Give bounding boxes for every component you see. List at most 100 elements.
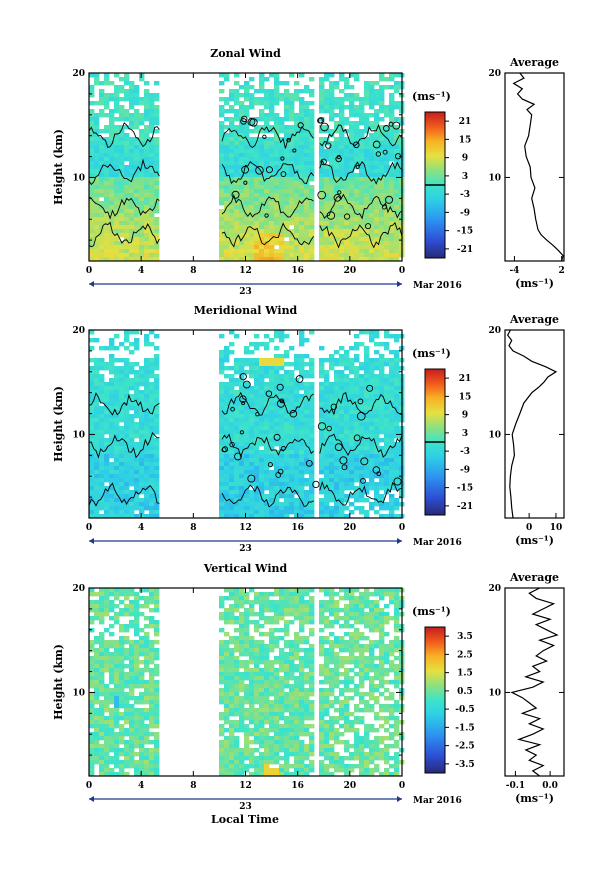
heatmap-cell (249, 229, 254, 233)
heatmap-cell (374, 205, 379, 209)
heatmap-cell (369, 97, 374, 101)
heatmap-cell (229, 640, 234, 644)
heatmap-cell (234, 225, 239, 229)
heatmap-cell (94, 141, 99, 145)
heatmap-cell (114, 193, 119, 197)
heatmap-cell (279, 330, 284, 334)
heatmap-cell (229, 157, 234, 161)
heatmap-cell (274, 149, 279, 153)
heatmap-cell (249, 426, 254, 430)
heatmap-cell (374, 502, 379, 506)
heatmap-cell (319, 394, 324, 398)
heatmap-cell (244, 189, 249, 193)
heatmap-cell (119, 478, 124, 482)
heatmap-cell (249, 101, 254, 105)
heatmap-cell (304, 125, 309, 129)
heatmap-cell (354, 342, 359, 346)
heatmap-cell (354, 454, 359, 458)
heatmap-cell (324, 105, 329, 109)
heatmap-cell (139, 217, 144, 221)
heatmap-cell (264, 450, 269, 454)
heatmap-cell (304, 494, 309, 498)
heatmap-cell (149, 185, 154, 189)
heatmap-cell (279, 161, 284, 165)
heatmap-cell (274, 225, 279, 229)
heatmap-cell (249, 450, 254, 454)
heatmap-cell (284, 426, 289, 430)
heatmap-cell (89, 760, 94, 764)
heatmap-cell (259, 458, 264, 462)
heatmap-cell (389, 237, 394, 241)
panel-1: Meridional Wind0 4 8 12 16 20 023Mar 20162010H… (52, 304, 564, 554)
heatmap-cell (304, 89, 309, 93)
heatmap-cell (124, 113, 129, 117)
heatmap-cell (224, 756, 229, 760)
heatmap-cell (344, 149, 349, 153)
heatmap-cell (299, 97, 304, 101)
heatmap-cell (154, 736, 159, 740)
heatmap-cell (309, 510, 314, 514)
heatmap-cell (294, 418, 299, 422)
heatmap-cell (249, 502, 254, 506)
heatmap-cell (329, 450, 334, 454)
heatmap-cell (149, 117, 154, 121)
heatmap-cell (259, 370, 264, 374)
heatmap-cell (319, 366, 324, 370)
heatmap-cell (224, 708, 229, 712)
heatmap-cell (139, 668, 144, 672)
heatmap-cell (229, 418, 234, 422)
heatmap-cell (389, 77, 394, 81)
heatmap-cell (284, 125, 289, 129)
heatmap-cell (154, 249, 159, 253)
heatmap-cell (284, 474, 289, 478)
heatmap-cell (224, 482, 229, 486)
heatmap-cell (284, 498, 289, 502)
heatmap-cell (274, 378, 279, 382)
heatmap-cell (344, 486, 349, 490)
heatmap-cell (334, 101, 339, 105)
heatmap-cell (234, 640, 239, 644)
heatmap-cell (294, 430, 299, 434)
heatmap-cell (279, 426, 284, 430)
heatmap-cell (299, 418, 304, 422)
heatmap-cell (219, 149, 224, 153)
heatmap-cell (334, 81, 339, 85)
heatmap-cell (359, 390, 364, 394)
heatmap-cell (329, 105, 334, 109)
heatmap-cell (369, 81, 374, 85)
heatmap-cell (339, 358, 344, 362)
heatmap-cell (269, 338, 274, 342)
heatmap-cell (119, 454, 124, 458)
heatmap-cell (114, 101, 119, 105)
heatmap-cell (104, 608, 109, 612)
heatmap-cell (104, 744, 109, 748)
heatmap-cell (289, 97, 294, 101)
heatmap-cell (129, 362, 134, 366)
heatmap-cell (249, 498, 254, 502)
heatmap-cell (389, 374, 394, 378)
heatmap-cell (294, 386, 299, 390)
heatmap-cell (384, 109, 389, 113)
heatmap-cell (249, 342, 254, 346)
heatmap-cell (294, 153, 299, 157)
heatmap-cell (94, 121, 99, 125)
heatmap-cell (114, 462, 119, 466)
heatmap-cell (394, 414, 399, 418)
heatmap-cell (369, 217, 374, 221)
heatmap-cell (339, 109, 344, 113)
heatmap-cell (319, 434, 324, 438)
heatmap-cell (339, 165, 344, 169)
heatmap-cell (369, 189, 374, 193)
heatmap-cell (304, 418, 309, 422)
heatmap-cell (219, 482, 224, 486)
heatmap-cell (334, 478, 339, 482)
heatmap-cell (284, 217, 289, 221)
heatmap-cell (104, 724, 109, 728)
heatmap-cell (124, 636, 129, 640)
heatmap-cell (129, 592, 134, 596)
heatmap-cell (234, 382, 239, 386)
heatmap-cell (269, 213, 274, 217)
heatmap-cell (354, 121, 359, 125)
heatmap-cell (339, 169, 344, 173)
heatmap-cell (259, 394, 264, 398)
